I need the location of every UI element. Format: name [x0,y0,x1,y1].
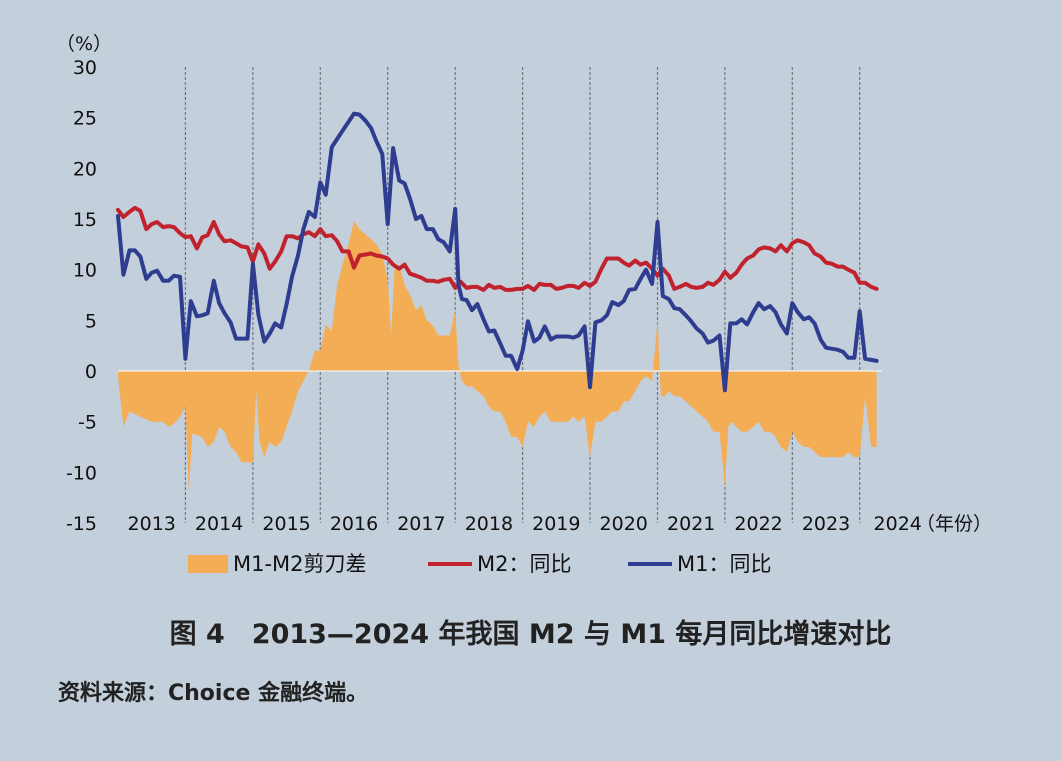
y-unit-label: （%） [56,33,112,55]
legend-item-m2: M2：同比 [428,552,571,576]
y-tick-label: 15 [73,209,97,231]
legend-item-gap: M1-M2剪刀差 [188,552,367,576]
x-tick-label: 2015 [262,513,310,535]
series-area-m1-m2-gap [118,221,877,493]
x-tick-label: 2013 [128,513,176,535]
legend-swatch-gap [188,555,228,573]
x-tick-label: 2016 [330,513,378,535]
legend-label-gap: M1-M2剪刀差 [233,552,367,576]
x-axis: 2013 2014 2015 2016 2017 2018 2019 2020 2021 2022… [128,513,922,535]
x-tick-label: 2014 [195,513,243,535]
legend-label-m1: M1：同比 [677,552,771,576]
x-unit-label: （年份） [916,513,992,535]
x-tick-label: 2023 [802,513,850,535]
series-line-m2 [116,205,879,292]
y-tick-label: -5 [78,412,97,434]
y-tick-label: -15 [66,513,97,535]
y-tick-label: 10 [73,260,97,282]
series-line-m1 [116,111,879,393]
x-tick-label: 2018 [465,513,513,535]
x-tick-label: 2019 [532,513,580,535]
x-tick-label: 2021 [667,513,715,535]
x-tick-label: 2020 [600,513,648,535]
x-tick-label: 2017 [397,513,445,535]
x-tick-label: 2024 [874,513,922,535]
y-tick-label: -10 [66,462,97,484]
year-gridlines [184,67,861,523]
y-tick-label: 30 [73,57,97,79]
x-tick-label: 2022 [734,513,782,535]
legend-item-m1: M1：同比 [628,552,771,576]
legend: M1-M2剪刀差 M2：同比 M1：同比 [188,552,771,576]
y-axis: 30 25 20 15 10 5 0 -5 -10 -15 [66,57,97,535]
y-tick-label: 0 [85,361,97,383]
plot-area [116,111,882,493]
y-tick-label: 5 [85,310,97,332]
y-tick-label: 20 [73,158,97,180]
figure-caption: 图 4 2013—2024 年我国 M2 与 M1 每月同比增速对比 [169,619,892,650]
legend-label-m2: M2：同比 [477,552,571,576]
y-tick-label: 25 [73,108,97,130]
source-note: 资料来源：Choice 金融终端。 [58,681,369,706]
